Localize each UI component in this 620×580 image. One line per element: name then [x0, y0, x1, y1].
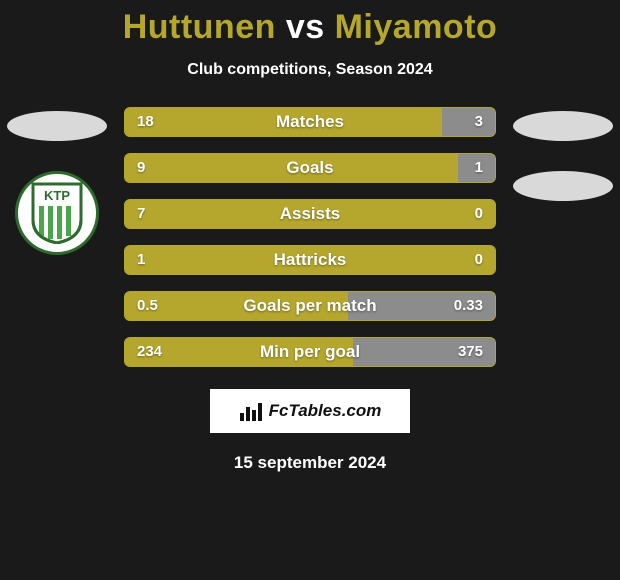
- stat-value-right: 0: [475, 245, 483, 275]
- stat-row: Hattricks1 0: [124, 245, 496, 275]
- stat-label: Goals: [125, 153, 495, 183]
- stat-value-left: 9: [137, 153, 145, 183]
- date-text: 15 september 2024: [0, 453, 620, 473]
- player1-club-logo: KTP: [15, 171, 99, 255]
- player2-club-placeholder: [513, 171, 613, 201]
- stat-label: Matches: [125, 107, 495, 137]
- stat-label: Min per goal: [125, 337, 495, 367]
- player2-photo-placeholder: [513, 111, 613, 141]
- stat-value-left: 234: [137, 337, 162, 367]
- comparison-infographic: Huttunen vs Miyamoto Club competitions, …: [0, 0, 620, 580]
- left-side-column: KTP: [0, 107, 120, 255]
- stat-label: Goals per match: [125, 291, 495, 321]
- stat-value-right: 1: [475, 153, 483, 183]
- player1-photo-placeholder: [7, 111, 107, 141]
- stat-row: Min per goal234 375: [124, 337, 496, 367]
- stat-value-left: 1: [137, 245, 145, 275]
- stat-value-left: 0.5: [137, 291, 158, 321]
- stats-column: Matches183Goals91Assists70Hattricks10Goa…: [120, 107, 500, 367]
- stat-value-right: 0: [475, 199, 483, 229]
- stat-value-right: 3: [475, 107, 483, 137]
- stat-value-right: 0.33: [454, 291, 483, 321]
- right-side-column: [500, 107, 620, 201]
- stat-value-left: 7: [137, 199, 145, 229]
- club-logo-text: KTP: [44, 188, 70, 203]
- stat-row: Matches18 3: [124, 107, 496, 137]
- page-title: Huttunen vs Miyamoto: [0, 8, 620, 47]
- stat-value-right: 375: [458, 337, 483, 367]
- attribution-text: FcTables.com: [269, 401, 382, 421]
- stat-value-left: 18: [137, 107, 154, 137]
- stat-row: Assists7 0: [124, 199, 496, 229]
- shield-icon: KTP: [29, 182, 85, 244]
- player2-name: Miyamoto: [335, 8, 498, 46]
- body-row: KTP Matches183Goals91Assists70Hattricks1…: [0, 107, 620, 367]
- subtitle: Club competitions, Season 2024: [0, 61, 620, 79]
- stat-label: Assists: [125, 199, 495, 229]
- stat-row: Goals per match0.5 0.33: [124, 291, 496, 321]
- stat-row: Goals9 1: [124, 153, 496, 183]
- player1-name: Huttunen: [123, 8, 276, 46]
- stat-label: Hattricks: [125, 245, 495, 275]
- bars-icon: [239, 401, 263, 421]
- attribution-badge: FcTables.com: [210, 389, 410, 433]
- vs-text: vs: [286, 8, 325, 46]
